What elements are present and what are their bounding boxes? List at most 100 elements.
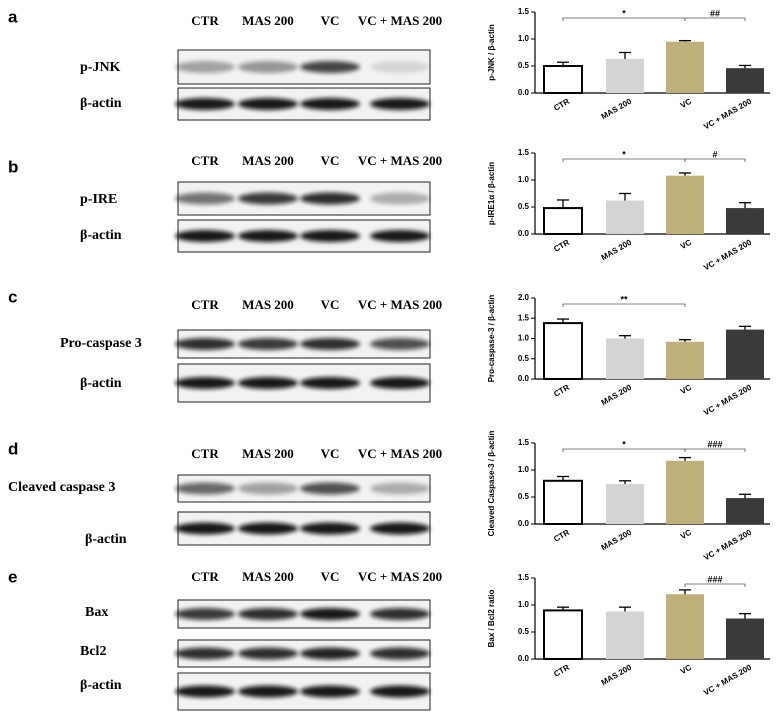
- lane-label: MAS 200: [242, 446, 294, 461]
- lane-label: VC + MAS 200: [358, 153, 442, 168]
- y-axis-label: p-JNK / β-actin: [487, 24, 496, 81]
- blot-band: [300, 377, 360, 389]
- significance-bracket: [562, 17, 686, 21]
- lane-label: VC: [321, 569, 340, 584]
- blot-band: [175, 61, 235, 73]
- blot-band: [238, 522, 298, 535]
- bar: [726, 498, 764, 524]
- lane-label: VC + MAS 200: [358, 569, 442, 584]
- lane-label: CTR: [191, 153, 219, 168]
- x-tick-label: MAS 200: [600, 662, 634, 687]
- significance-bracket: [684, 158, 746, 162]
- blot-band: [238, 685, 298, 698]
- significance-bracket: [562, 158, 686, 162]
- x-tick-label: VC: [679, 97, 693, 110]
- significance-bracket: [684, 17, 746, 21]
- y-tick-label: 1.0: [518, 465, 530, 474]
- x-tick-label: VC + MAS 200: [702, 662, 753, 697]
- blot-band: [238, 98, 298, 110]
- significance-bracket: [684, 448, 746, 452]
- y-tick-label: 0.0: [518, 654, 530, 663]
- bar: [726, 618, 764, 659]
- lane-label: VC: [321, 297, 340, 312]
- blot-band: [300, 230, 360, 242]
- x-tick-label: VC + MAS 200: [702, 96, 753, 131]
- significance-label: ##: [710, 8, 720, 18]
- lane-label: MAS 200: [242, 153, 294, 168]
- panel-letter: d: [8, 439, 18, 458]
- blot-label: β-actin: [80, 678, 122, 693]
- blot-band: [238, 192, 298, 205]
- bar: [606, 484, 644, 524]
- bar: [543, 479, 583, 525]
- blot-band: [370, 377, 430, 389]
- blot-band: [238, 338, 298, 350]
- lane-label: VC + MAS 200: [358, 446, 442, 461]
- blot-band: [300, 647, 360, 660]
- blot-band: [238, 608, 298, 620]
- x-tick-label: VC: [679, 528, 693, 541]
- blot-label: β-actin: [80, 228, 122, 243]
- bar: [606, 200, 644, 234]
- lane-label: VC + MAS 200: [358, 297, 442, 312]
- panel-letter: a: [8, 7, 18, 26]
- significance-bracket: [562, 448, 686, 452]
- y-tick-label: 1.0: [518, 34, 530, 43]
- bar: [606, 338, 644, 379]
- lane-label: VC + MAS 200: [358, 13, 442, 28]
- blot-label: Cleaved caspase 3: [8, 480, 115, 495]
- x-tick-label: VC: [679, 383, 693, 396]
- y-tick-label: 0.5: [518, 627, 530, 636]
- y-tick-label: 0.0: [518, 88, 530, 97]
- lane-label: CTR: [191, 13, 219, 28]
- lane-label: CTR: [191, 569, 219, 584]
- lane-label: CTR: [191, 446, 219, 461]
- x-tick-label: VC + MAS 200: [702, 382, 753, 417]
- y-tick-label: 1.0: [518, 600, 530, 609]
- y-axis-label: Cleaved Caspase-3 / β-actin: [487, 430, 496, 536]
- lane-label: MAS 200: [242, 569, 294, 584]
- blot-band: [300, 685, 360, 698]
- significance-label: **: [620, 294, 628, 304]
- bar: [666, 594, 704, 659]
- blot-label: β-actin: [85, 532, 127, 547]
- blot-label: p-JNK: [80, 60, 121, 75]
- blot-band: [370, 608, 430, 620]
- significance-label: *: [622, 439, 626, 449]
- blot-band: [370, 647, 430, 660]
- bar: [726, 208, 764, 234]
- x-tick-label: CTR: [552, 383, 571, 399]
- x-tick-label: MAS 200: [600, 96, 634, 121]
- x-tick-label: VC + MAS 200: [702, 527, 753, 562]
- blot-band: [300, 61, 360, 73]
- blot-band: [175, 98, 235, 110]
- blot-band: [175, 338, 235, 350]
- y-tick-label: 0.0: [518, 374, 530, 383]
- blot-band: [300, 482, 360, 495]
- blot-band: [370, 482, 430, 495]
- panel-letter: b: [8, 157, 18, 176]
- lane-label: VC: [321, 13, 340, 28]
- bar: [666, 41, 704, 93]
- x-tick-label: MAS 200: [600, 527, 634, 552]
- blot-label: Bcl2: [80, 644, 106, 659]
- y-tick-label: 0.5: [518, 354, 530, 363]
- bar: [666, 175, 704, 234]
- blot-band: [175, 377, 235, 389]
- blot-band: [370, 685, 430, 698]
- blot-band: [300, 98, 360, 110]
- blot-band: [370, 230, 430, 242]
- y-axis-label: Bax / Bcl2 ratio: [487, 589, 496, 647]
- blot-band: [370, 98, 430, 110]
- blot-band: [175, 522, 235, 535]
- bar: [666, 341, 704, 379]
- x-tick-label: VC + MAS 200: [702, 237, 753, 272]
- bar: [543, 322, 583, 380]
- blot-band: [175, 192, 235, 205]
- y-tick-label: 1.5: [518, 438, 530, 447]
- y-tick-label: 1.5: [518, 313, 530, 322]
- x-tick-label: CTR: [552, 663, 571, 679]
- y-tick-label: 0.5: [518, 492, 530, 501]
- blot-band: [238, 647, 298, 660]
